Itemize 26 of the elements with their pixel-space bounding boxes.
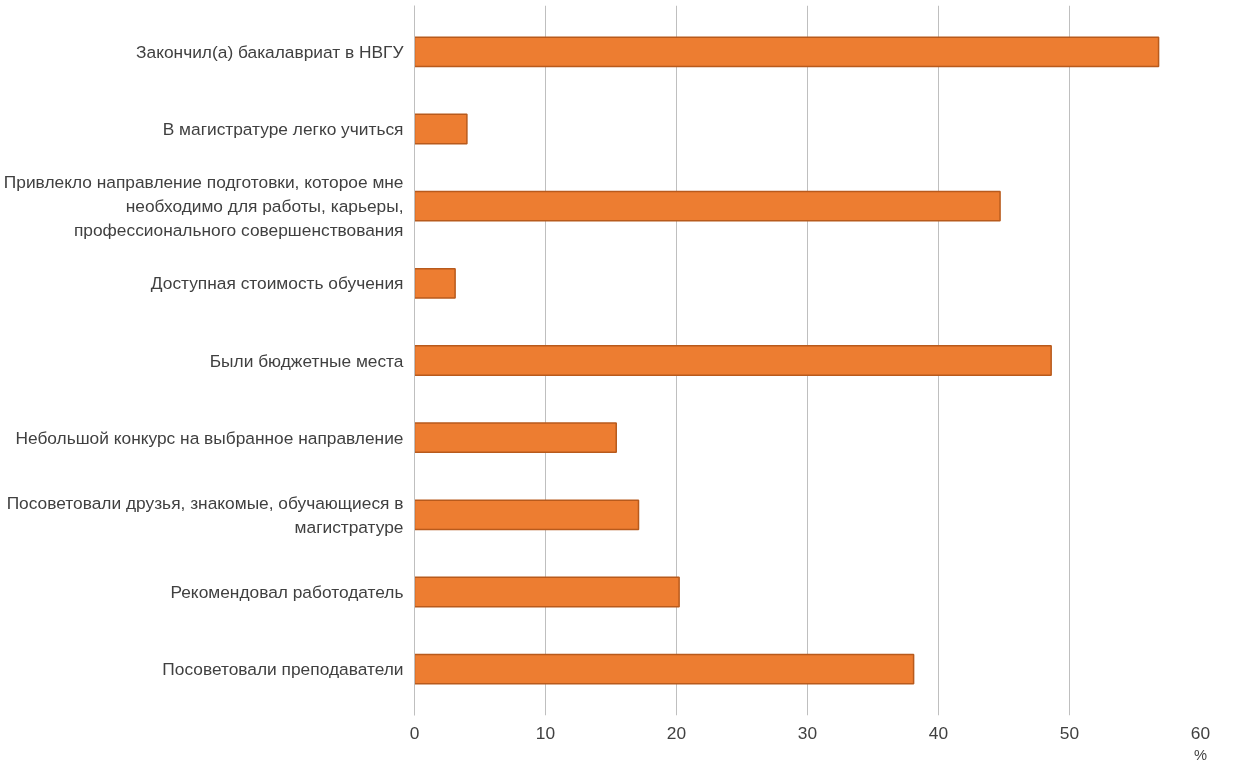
bar bbox=[414, 190, 1001, 222]
y-tick-label: Небольшой конкурс на выбранное направление bbox=[15, 427, 404, 448]
y-tick-label: Посоветовали преподаватели bbox=[162, 659, 404, 680]
bar bbox=[414, 576, 680, 608]
x-tick-label: 0 bbox=[409, 722, 420, 743]
y-tick-label: Привлекло направление подготовки, которое мне необходимо для работы, карьеры, профессионального совершенствования bbox=[3, 172, 404, 241]
x-tick-label: 20 bbox=[666, 722, 687, 743]
bar bbox=[414, 499, 640, 531]
x-axis-title: % bbox=[1193, 746, 1208, 763]
x-tick-label: 40 bbox=[928, 722, 949, 743]
y-tick-label: В магистратуре легко учиться bbox=[162, 118, 404, 139]
bar bbox=[414, 36, 1160, 68]
bar bbox=[414, 653, 915, 685]
y-tick-label: Закончил(а) бакалавриат в НВГУ bbox=[136, 41, 405, 62]
bar bbox=[414, 345, 1052, 376]
x-tick-label: 10 bbox=[535, 722, 556, 743]
y-tick-label: Посоветовали друзья, знакомые, обучающиеся в магистратуре bbox=[6, 492, 404, 537]
y-tick-label: Были бюджетные места bbox=[209, 350, 404, 371]
bar bbox=[414, 267, 456, 299]
x-tick-label: 60 bbox=[1190, 722, 1211, 743]
y-tick-label: Рекомендовал работодатель bbox=[170, 582, 404, 603]
x-tick-label: 30 bbox=[797, 722, 818, 743]
y-tick-label: Доступная стоимость обучения bbox=[150, 273, 404, 294]
x-tick-label: 50 bbox=[1059, 722, 1080, 743]
bar bbox=[414, 422, 617, 454]
bar bbox=[414, 113, 468, 145]
